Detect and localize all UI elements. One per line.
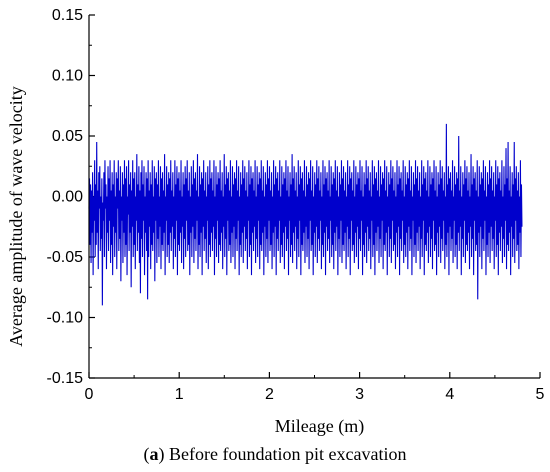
y-tick-label: -0.10 [47, 310, 84, 327]
chart-svg: -0.15 -0.10 -0.05 0.00 0.05 0.10 0.15 0 1 2 3 4 5 M… [6, 7, 545, 437]
y-tick-label: 0.00 [52, 189, 83, 206]
y-tick-label: -0.15 [47, 370, 84, 387]
y-tick-label: 0.10 [52, 68, 83, 85]
y-tick-label: -0.05 [47, 249, 84, 266]
x-tick-label: 2 [265, 386, 274, 403]
figure-caption: (a) Before foundation pit excavation [0, 444, 550, 465]
y-axis-title: Average amplitude of wave velocity [6, 86, 26, 347]
x-tick-labels: 0 1 2 3 4 5 [85, 386, 545, 403]
y-tick-label: 0.05 [52, 128, 83, 145]
caption-letter-close: ) [158, 444, 165, 464]
x-axis-title: Mileage (m) [275, 416, 364, 437]
x-tick-label: 1 [175, 386, 184, 403]
x-tick-label: 0 [85, 386, 94, 403]
caption-letter: a [149, 444, 159, 464]
x-tick-label: 4 [445, 386, 454, 403]
caption-text: Before foundation pit excavation [164, 444, 407, 464]
y-tick-labels: -0.15 -0.10 -0.05 0.00 0.05 0.10 0.15 [47, 7, 84, 387]
series-line [88, 123, 523, 306]
x-tick-label: 3 [355, 386, 364, 403]
x-tick-label: 5 [536, 386, 545, 403]
caption-letter-open: ( [143, 444, 150, 464]
y-tick-label: 0.15 [52, 7, 83, 24]
